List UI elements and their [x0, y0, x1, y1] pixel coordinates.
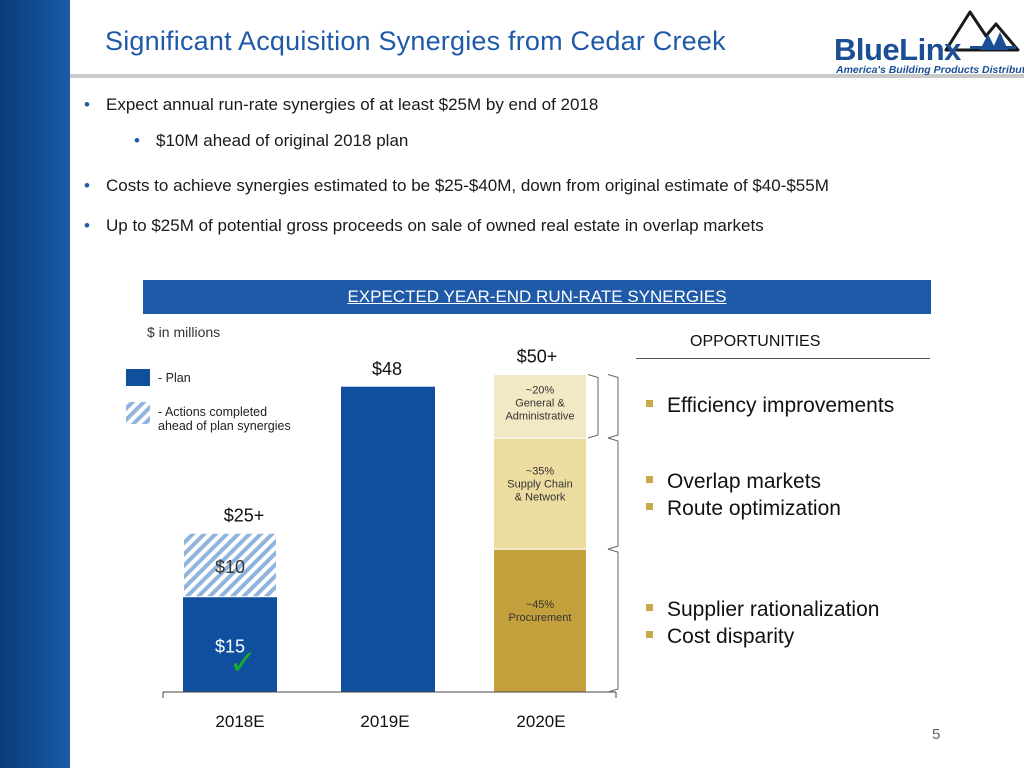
opportunity-item: Efficiency improvements [646, 394, 894, 418]
segment-share-label: Supply Chain [507, 479, 572, 491]
segment-share-label: Procurement [509, 612, 572, 624]
segment-share-label: ~20% [526, 384, 555, 396]
bar-segment-2020e-0 [493, 548, 587, 693]
bracket-supply [607, 437, 619, 550]
bullet-text: Costs to achieve synergies estimated to … [106, 176, 829, 195]
mountain-tree-icon [944, 10, 1020, 52]
segment-share-label: ~35% [526, 466, 555, 478]
left-accent-bar [0, 0, 70, 768]
x-tick-label: 2019E [360, 712, 409, 731]
bullet-item: • Costs to achieve synergies estimated to… [84, 176, 829, 196]
bar-total-label: $25+ [224, 505, 265, 525]
units-label: $ in millions [147, 324, 221, 340]
bullet-text: Expect annual run-rate synergies of at l… [106, 95, 599, 114]
bullet-item: • Expect annual run-rate synergies of at … [84, 95, 598, 115]
logo-tagline: America's Building Products Distributor [836, 64, 1024, 76]
title-divider [70, 74, 1024, 78]
segment-value-label: $10 [215, 557, 245, 577]
legend-ahead-swatch [126, 402, 150, 424]
chart-banner-text: EXPECTED YEAR-END RUN-RATE SYNERGIES [347, 287, 727, 306]
bullet-item: • Up to $25M of potential gross proceeds … [84, 216, 764, 236]
bar-total-label: $48 [372, 359, 402, 379]
bullet-square-icon [646, 502, 653, 510]
bar-total-label: $50+ [517, 347, 558, 367]
bracket-ga-outer [607, 374, 619, 439]
bar-segment-2020e-1 [493, 437, 587, 550]
segment-share-label: ~45% [526, 599, 555, 611]
bullet-glyph: • [84, 95, 90, 114]
bar-segment-2018e-1 [183, 532, 277, 598]
legend-ahead-label: - Actions completed ahead of plan synergi… [158, 405, 291, 433]
bracket-ga [587, 374, 599, 439]
opportunity-item: Route optimization [646, 497, 841, 521]
bullet-square-icon [646, 603, 653, 611]
segment-share-label: & Network [515, 492, 566, 504]
opportunity-item: Cost disparity [646, 625, 794, 649]
page-number: 5 [932, 726, 941, 743]
segment-value-label: $15 [215, 636, 245, 656]
x-tick-label: 2018E [215, 712, 264, 731]
logo-brand-text: BlueLinx [834, 32, 961, 67]
legend-plan-swatch [126, 369, 150, 386]
opportunity-item: Overlap markets [646, 470, 821, 494]
bullet-square-icon [646, 475, 653, 483]
bracket-procurement [607, 548, 619, 693]
bullet-glyph: • [84, 176, 90, 195]
sub-bullet-item: • $10M ahead of original 2018 plan [134, 131, 408, 151]
checkmark-icon: ✓ [229, 643, 258, 683]
legend-plan-label: - Plan [158, 371, 191, 385]
x-tick-label: 2020E [516, 712, 565, 731]
opportunities-heading: OPPORTUNITIES [690, 333, 821, 350]
page-title: Significant Acquisition Synergies from C… [105, 26, 726, 56]
bluelinx-logo: BlueLinx America's Building Products Dis… [832, 6, 1024, 78]
bar-segment-2019e-0 [341, 386, 435, 693]
segment-share-label: General & [515, 397, 565, 409]
bar-segment-2020e-2 [493, 374, 587, 439]
bar-segment-2018e-0 [183, 596, 277, 693]
chart-banner: EXPECTED YEAR-END RUN-RATE SYNERGIES [143, 280, 931, 314]
bullet-square-icon [646, 399, 653, 407]
bullet-square-icon [646, 630, 653, 638]
opportunity-item: Supplier rationalization [646, 598, 879, 622]
opportunities-divider [636, 358, 930, 359]
bullet-glyph: • [84, 216, 90, 235]
bullet-glyph: • [134, 131, 140, 150]
bullet-text: Up to $25M of potential gross proceeds o… [106, 216, 764, 235]
bullet-text: $10M ahead of original 2018 plan [156, 131, 409, 150]
segment-share-label: Administrative [505, 410, 574, 422]
